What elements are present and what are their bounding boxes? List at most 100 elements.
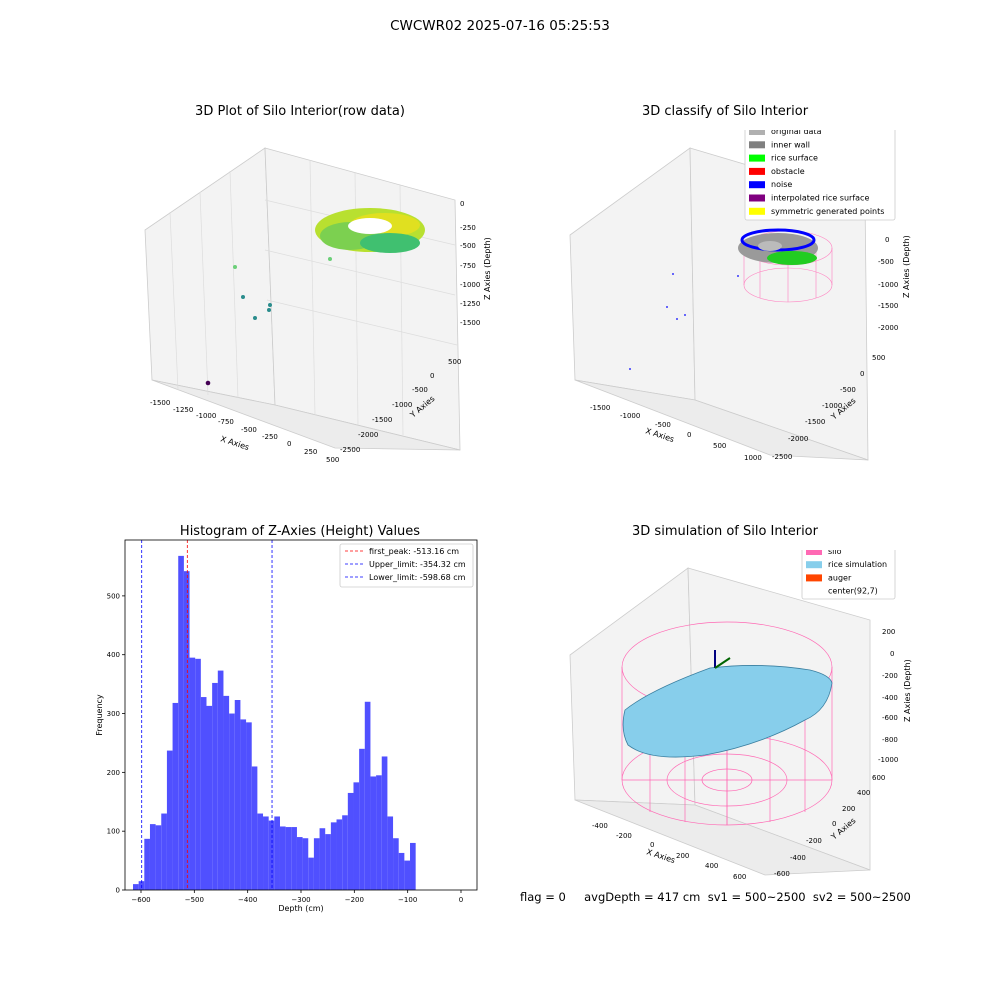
- histogram-bar: [376, 775, 382, 890]
- classify-legend: original data inner wall rice surface obsta…: [744, 130, 896, 221]
- raw-ytick: -1000: [392, 401, 412, 409]
- histogram-xticks: −600 −500 −400 −300 −200 −100 0: [131, 890, 463, 904]
- sim-legend-label: auger: [828, 573, 852, 582]
- histogram-bar: [291, 827, 297, 890]
- histogram-bar: [223, 695, 230, 890]
- histogram-bar: [308, 857, 314, 890]
- histogram-bar: [296, 837, 303, 890]
- histogram-vlines: [141, 540, 273, 890]
- histogram-bar: [330, 822, 337, 890]
- histogram-bar: [195, 658, 201, 890]
- sim-rice-surface: [622, 665, 833, 758]
- histogram-bar: [387, 816, 394, 890]
- classify-legend-swatch: [749, 130, 765, 135]
- classify-ytick: 500: [872, 354, 885, 362]
- classify-xtick: 1000: [744, 454, 762, 462]
- sim-ytick: -600: [774, 870, 790, 878]
- raw-ztick: -1250: [460, 300, 480, 308]
- sim-xtick: 400: [705, 862, 718, 870]
- raw-ztick: -250: [460, 224, 476, 232]
- raw-xtick: -1250: [173, 406, 193, 414]
- histogram-bar: [410, 842, 416, 890]
- histogram-bar: [189, 657, 196, 890]
- sim-ztick: -200: [882, 672, 898, 680]
- histogram-xtick-label: −500: [185, 896, 204, 904]
- raw-ytick: -2500: [340, 446, 360, 454]
- classify-legend-label: symmetric generated points: [771, 207, 884, 216]
- classify-ztick: -1500: [878, 302, 898, 310]
- histogram-bar: [319, 828, 326, 890]
- raw-ytick: -1500: [372, 416, 392, 424]
- classify-xtick: -500: [655, 421, 671, 429]
- classify-xtick: -1000: [620, 412, 640, 420]
- histogram-legend-label: first_peak: -513.16 cm: [369, 547, 459, 556]
- sim-panel-title: 3D simulation of Silo Interior: [632, 524, 818, 539]
- classify-legend-swatch: [749, 141, 765, 149]
- histogram-bar: [398, 852, 405, 890]
- sim-auger: [714, 650, 731, 669]
- sim-ytick: -200: [806, 837, 822, 845]
- histogram-bar: [336, 819, 343, 890]
- histogram-bar: [274, 816, 280, 890]
- histogram-xlabel: Depth (cm): [278, 904, 323, 913]
- raw-ztick: -1000: [460, 281, 480, 289]
- raw-zlabel: Z Axies (Depth): [483, 237, 492, 300]
- histogram-bar: [370, 776, 377, 890]
- histogram-bar: [251, 766, 258, 890]
- histogram-bar: [285, 827, 292, 890]
- classify-legend-label: original data: [771, 130, 822, 136]
- classify-legend-label: rice surface: [771, 154, 818, 163]
- classify-legend-label: inner wall: [771, 140, 810, 149]
- histogram-ytick-label: 400: [107, 651, 120, 659]
- classify-ytick: -1500: [805, 418, 825, 426]
- classify-legend-swatch: [749, 194, 765, 202]
- sim-ztick: 200: [882, 628, 895, 636]
- histogram-bar: [234, 700, 241, 890]
- classify-ztick: 0: [885, 236, 889, 244]
- histogram-xtick-label: 0: [459, 896, 463, 904]
- sim-xlabel: X Axies: [645, 847, 676, 865]
- sim-ztick: -1000: [878, 756, 898, 764]
- sim-xtick: 0: [650, 841, 654, 849]
- sim-legend: silo rice simulation auger center(92,7): [801, 550, 896, 600]
- sim-3d-plot: -400 -200 0 200 400 600 X Axies 600 400 …: [569, 550, 912, 881]
- histogram-bar: [172, 702, 179, 890]
- histogram-bar: [212, 682, 218, 890]
- histogram-ytick-label: 100: [107, 828, 120, 836]
- sim-ytick: 600: [872, 774, 885, 782]
- histogram-bar: [217, 670, 224, 890]
- raw-xtick: -1000: [196, 412, 216, 420]
- histogram-ytick-label: 0: [116, 887, 120, 895]
- classify-ytick: 0: [860, 370, 864, 378]
- histogram-bar: [155, 825, 162, 890]
- histogram-legend: first_peak: -513.16 cm Upper_limit: -354.…: [339, 543, 474, 588]
- classify-ytick: -500: [840, 386, 856, 394]
- histogram-chart: −600 −500 −400 −300 −200 −100 0 0 100 200 300 400 5…: [95, 539, 478, 913]
- classify-ztick: -500: [878, 258, 894, 266]
- classify-back-pane-left: [569, 147, 696, 401]
- histogram-xtick-label: −400: [238, 896, 257, 904]
- classify-legend-label: interpolated rice surface: [771, 194, 869, 203]
- classify-xtick: 500: [713, 442, 726, 450]
- histogram-xtick-label: −600: [131, 896, 150, 904]
- classify-legend-swatch: [749, 167, 765, 175]
- raw-xtick: 500: [326, 456, 339, 464]
- raw-ztick: 0: [460, 200, 464, 208]
- histogram-bar: [279, 826, 286, 890]
- raw-xtick: -500: [241, 426, 257, 434]
- histogram-yticks: 0 100 200 300 400 500: [107, 592, 125, 895]
- histogram-legend-label: Lower_limit: -598.68 cm: [369, 573, 466, 582]
- histogram-ylabel: Frequency: [95, 694, 104, 736]
- classify-legend-label: noise: [771, 180, 792, 189]
- raw-ytick: -2000: [358, 431, 378, 439]
- histogram-bar: [263, 816, 269, 890]
- classify-floor-pane: [574, 379, 869, 461]
- sim-legend-swatch: [806, 574, 822, 582]
- sim-ztick: -600: [882, 714, 898, 722]
- classify-legend-swatch: [749, 207, 765, 215]
- histogram-bar: [200, 697, 207, 890]
- histogram-bar: [347, 792, 354, 890]
- histogram-bar: [404, 860, 411, 890]
- raw-xtick: 250: [304, 448, 317, 456]
- classify-ytick: -2500: [772, 453, 792, 461]
